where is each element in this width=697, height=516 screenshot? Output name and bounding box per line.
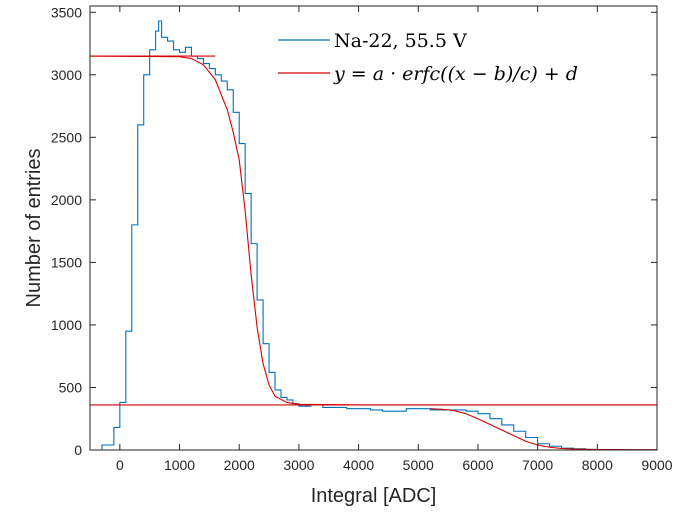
- x-tick-label: 2000: [224, 457, 255, 473]
- y-tick-label: 2000: [51, 192, 82, 208]
- x-tick-label: 4000: [343, 457, 374, 473]
- ticks-layer: 0 1000 2000 3000 4000 5000 6000 7000 8000 9000 0 50…: [51, 4, 673, 473]
- legend-label-histogram: Na-22, 55.5 V: [334, 30, 467, 52]
- y-tick-label: 1000: [51, 317, 82, 333]
- legend-label-fit: y = a · erfc((x − b)/c) + d: [333, 63, 578, 85]
- x-tick-label: 8000: [582, 457, 613, 473]
- x-tick-label: 6000: [462, 457, 493, 473]
- y-tick-label: 2500: [51, 129, 82, 145]
- x-tick-label: 3000: [283, 457, 314, 473]
- y-tick-label: 0: [74, 442, 82, 458]
- x-axis-label: Integral [ADC]: [311, 485, 437, 507]
- y-tick-label: 3500: [51, 4, 82, 20]
- series-layer: [89, 20, 658, 451]
- y-tick-label: 3000: [51, 67, 82, 83]
- fit-second-edge-series: [430, 408, 657, 451]
- x-tick-label: 5000: [403, 457, 434, 473]
- histogram-series: [90, 20, 658, 451]
- x-tick-label: 9000: [641, 457, 672, 473]
- y-tick-label: 1500: [51, 254, 82, 270]
- plot-frame: [89, 5, 658, 451]
- legend: Na-22, 55.5 V y = a · erfc((x − b)/c) + …: [278, 30, 578, 85]
- x-tick-label: 0: [116, 457, 124, 473]
- x-tick-label: 7000: [522, 457, 553, 473]
- y-tick-label: 500: [59, 379, 83, 395]
- y-axis-label: Number of entries: [23, 149, 45, 308]
- x-tick-label: 1000: [164, 457, 195, 473]
